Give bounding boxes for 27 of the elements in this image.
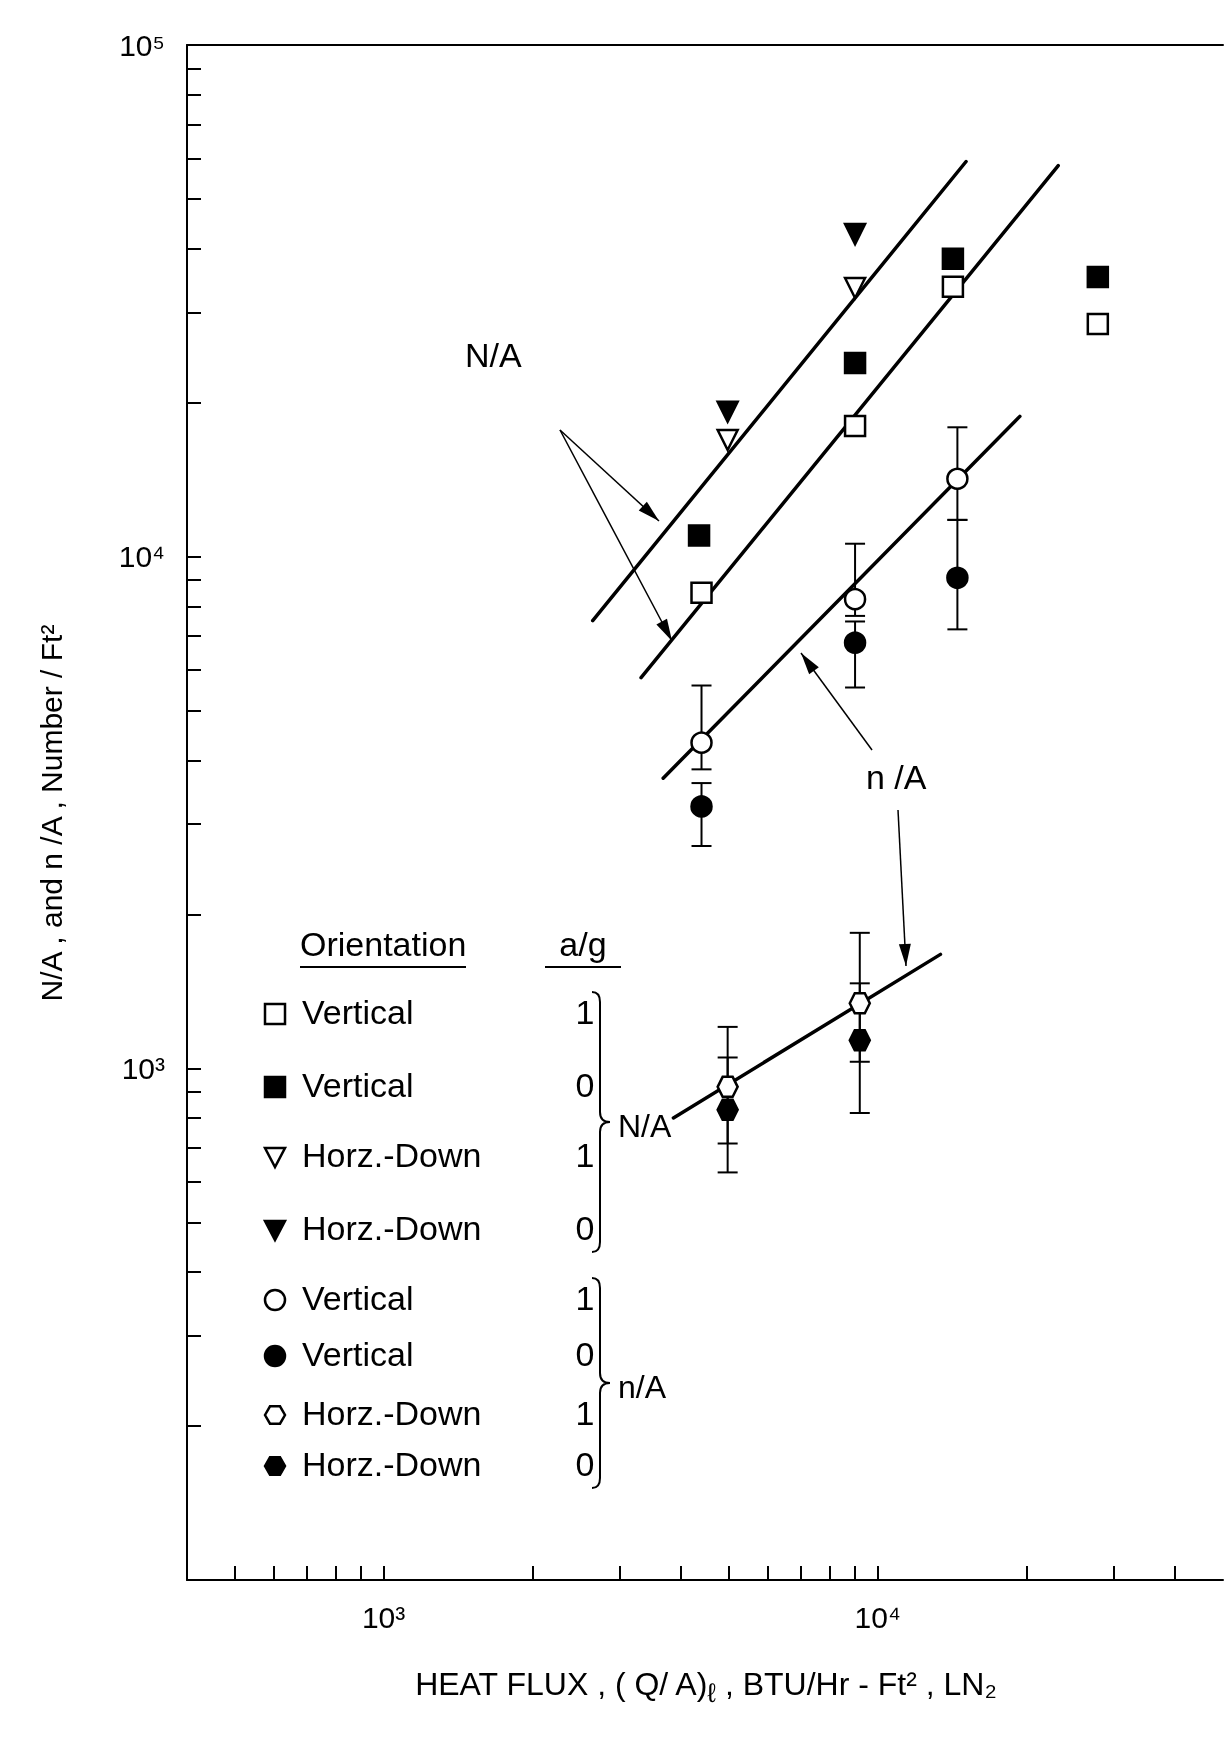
legend-label: Horz.-Down xyxy=(302,1209,482,1248)
legend-label: Vertical xyxy=(302,993,414,1032)
legend-label: Vertical xyxy=(302,1066,414,1105)
y-tick-label: 10⁵ xyxy=(119,28,165,62)
legend-label: Horz.-Down xyxy=(302,1136,482,1175)
y-tick-label: 10³ xyxy=(121,1051,166,1085)
legend-title: Orientation xyxy=(300,925,467,968)
y-axis-title: N/A , and n /A , Number / Ft² xyxy=(35,624,69,1001)
y-tick-label: 10⁴ xyxy=(118,540,165,574)
legend-label: Vertical xyxy=(302,1335,414,1374)
annotation: 0 xyxy=(574,1066,596,1105)
x-axis-title: HEAT FLUX , ( Q/ A)$_{ℓ}$ , BTU/Hr - Ft² , LN₂ xyxy=(414,1666,998,1710)
annotation: 1 xyxy=(574,1279,596,1318)
legend-label: Vertical xyxy=(302,1279,414,1318)
annotation: 0 xyxy=(574,1445,596,1484)
annotation: 0 xyxy=(574,1335,596,1374)
annotation: 0 xyxy=(574,1209,596,1248)
annotation: n /A xyxy=(866,758,927,797)
annotation: 1 xyxy=(574,993,596,1032)
annotation: N/A xyxy=(465,336,522,375)
annotation: 1 xyxy=(574,1136,596,1175)
annotation: a/g xyxy=(545,925,621,968)
legend-label: Horz.-Down xyxy=(302,1445,482,1484)
annotation: N/A xyxy=(618,1108,672,1145)
annotation: 1 xyxy=(574,1394,596,1433)
legend-label: Horz.-Down xyxy=(302,1394,482,1433)
annotation: n/A xyxy=(618,1369,667,1406)
